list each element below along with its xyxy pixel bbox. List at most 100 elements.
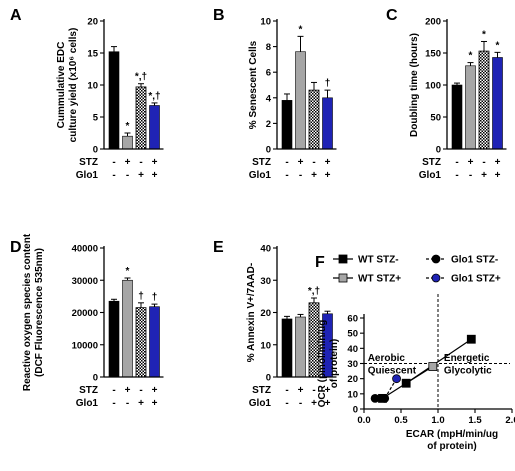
- glo1-row-label: Glo1: [76, 398, 99, 409]
- stz-sign: -: [482, 157, 485, 168]
- stz-sign: -: [139, 385, 142, 396]
- legend-marker: [431, 254, 441, 264]
- chart-f: F WT STZ- Glo1 STZ- WT STZ+ Glo1 STZ+ 0 10 20 30…: [315, 254, 515, 452]
- chart-c: C 0 50 100 150 200 Doubling time (hours) * * * STZ…: [386, 7, 507, 181]
- y-tick-label: 2: [266, 119, 271, 130]
- data-point: [428, 362, 438, 371]
- region-label: Energetic: [444, 353, 490, 364]
- glo1-sign: -: [455, 170, 458, 181]
- stz-sign: -: [312, 157, 315, 168]
- stz-sign: -: [112, 157, 115, 168]
- y-tick-label: 100: [425, 81, 441, 92]
- y-tick-label: 40000: [72, 244, 98, 255]
- y-tick-label: 8: [266, 42, 271, 53]
- legend-marker: [338, 254, 348, 264]
- bar: [295, 51, 306, 150]
- y-axis-label: Cummulative EDCculture yield (x10⁶ cells…: [56, 28, 79, 143]
- y-tick-label: 10: [260, 340, 271, 351]
- y-tick-label: 60: [347, 314, 358, 325]
- y-tick-label: 4: [266, 93, 272, 104]
- y-axis-label-line: of protein): [329, 339, 340, 388]
- glo1-sign: -: [126, 170, 129, 181]
- region-label: Quiescent: [368, 365, 417, 376]
- panel-letter: A: [10, 7, 22, 24]
- panel-letter: E: [213, 239, 224, 256]
- y-axis-label: OCR (pmol/min/ugof protein): [317, 320, 340, 408]
- stz-sign: -: [455, 157, 458, 168]
- legend-marker: [431, 273, 441, 283]
- bar: [135, 307, 147, 378]
- glo1-sign: +: [325, 170, 331, 181]
- chart-d: D 0 10000 20000 30000 40000 Reactive oxygen sp…: [10, 233, 164, 409]
- glo1-row-label: Glo1: [419, 170, 442, 181]
- y-tick-label: 10: [87, 81, 98, 92]
- bar: [322, 97, 333, 150]
- glo1-row-label: Glo1: [249, 398, 272, 409]
- data-point: [392, 374, 401, 384]
- panel-letter: B: [213, 7, 225, 24]
- bar: [108, 300, 120, 378]
- y-tick-label: 0: [93, 373, 98, 384]
- stz-row-label: STZ: [252, 385, 271, 396]
- bar: [122, 135, 133, 150]
- glo1-sign: -: [285, 170, 288, 181]
- stz-row-label: STZ: [79, 157, 98, 168]
- y-axis-label: % Senescent Cells: [248, 40, 259, 129]
- stz-sign: -: [112, 385, 115, 396]
- y-axis-label-line: Reactive oxygen species content: [22, 233, 33, 391]
- y-tick-label: 10000: [72, 340, 98, 351]
- stz-sign: +: [125, 385, 131, 396]
- y-axis-label-line: % Annexin V+/7AAD-: [246, 263, 257, 362]
- significance-marker: †: [325, 78, 331, 89]
- significance-marker: *: [299, 24, 303, 35]
- significance-marker: *,†: [308, 286, 320, 297]
- y-tick-label: 30: [347, 359, 358, 370]
- panel-letter: D: [10, 239, 22, 256]
- significance-marker: *,†: [135, 72, 147, 83]
- stz-sign: +: [125, 157, 131, 168]
- data-point: [401, 378, 411, 388]
- significance-marker: *: [482, 29, 486, 40]
- stz-sign: -: [285, 157, 288, 168]
- y-tick-label: 0: [353, 405, 358, 416]
- y-tick-label: 0: [266, 145, 271, 156]
- glo1-sign: -: [126, 398, 129, 409]
- bar: [281, 100, 293, 150]
- x-axis-label-line: ECAR (mpH/min/ug: [406, 429, 498, 440]
- significance-marker: †: [138, 291, 144, 302]
- stz-sign: +: [152, 385, 158, 396]
- y-tick-label: 20000: [72, 308, 98, 319]
- legend-marker: [338, 273, 348, 283]
- y-axis-label-line: Cummulative EDC: [56, 42, 67, 129]
- legend-label: WT STZ-: [358, 255, 399, 266]
- significance-marker: *: [469, 51, 473, 62]
- x-tick-label: 1.0: [431, 415, 444, 426]
- y-tick-label: 0: [266, 373, 271, 384]
- y-tick-label: 50: [347, 329, 358, 340]
- stz-row-label: STZ: [422, 157, 441, 168]
- glo1-row-label: Glo1: [76, 170, 99, 181]
- y-tick-label: 50: [430, 113, 441, 124]
- y-axis-label: % Annexin V+/7AAD-: [246, 263, 257, 362]
- significance-marker: *: [126, 121, 130, 132]
- stz-sign: -: [139, 157, 142, 168]
- y-axis-label-line: % Senescent Cells: [248, 40, 259, 129]
- chart-a: A 0 5 10 15 20 Cummulative EDCculture yield (x…: [10, 7, 164, 181]
- bar: [122, 279, 133, 378]
- glo1-sign: -: [299, 398, 302, 409]
- significance-marker: *: [126, 266, 130, 277]
- y-axis-label-line: (DCF Fluorescence 535nm): [34, 248, 45, 377]
- stz-row-label: STZ: [252, 157, 271, 168]
- y-tick-label: 30: [260, 276, 271, 287]
- y-tick-label: 0: [436, 145, 441, 156]
- series-line: [384, 378, 398, 399]
- bar: [492, 57, 503, 150]
- y-tick-label: 10: [347, 389, 358, 400]
- y-tick-label: 5: [93, 113, 99, 124]
- y-tick-label: 40: [347, 344, 358, 355]
- stz-sign: -: [312, 385, 315, 396]
- y-tick-label: 200: [425, 17, 441, 28]
